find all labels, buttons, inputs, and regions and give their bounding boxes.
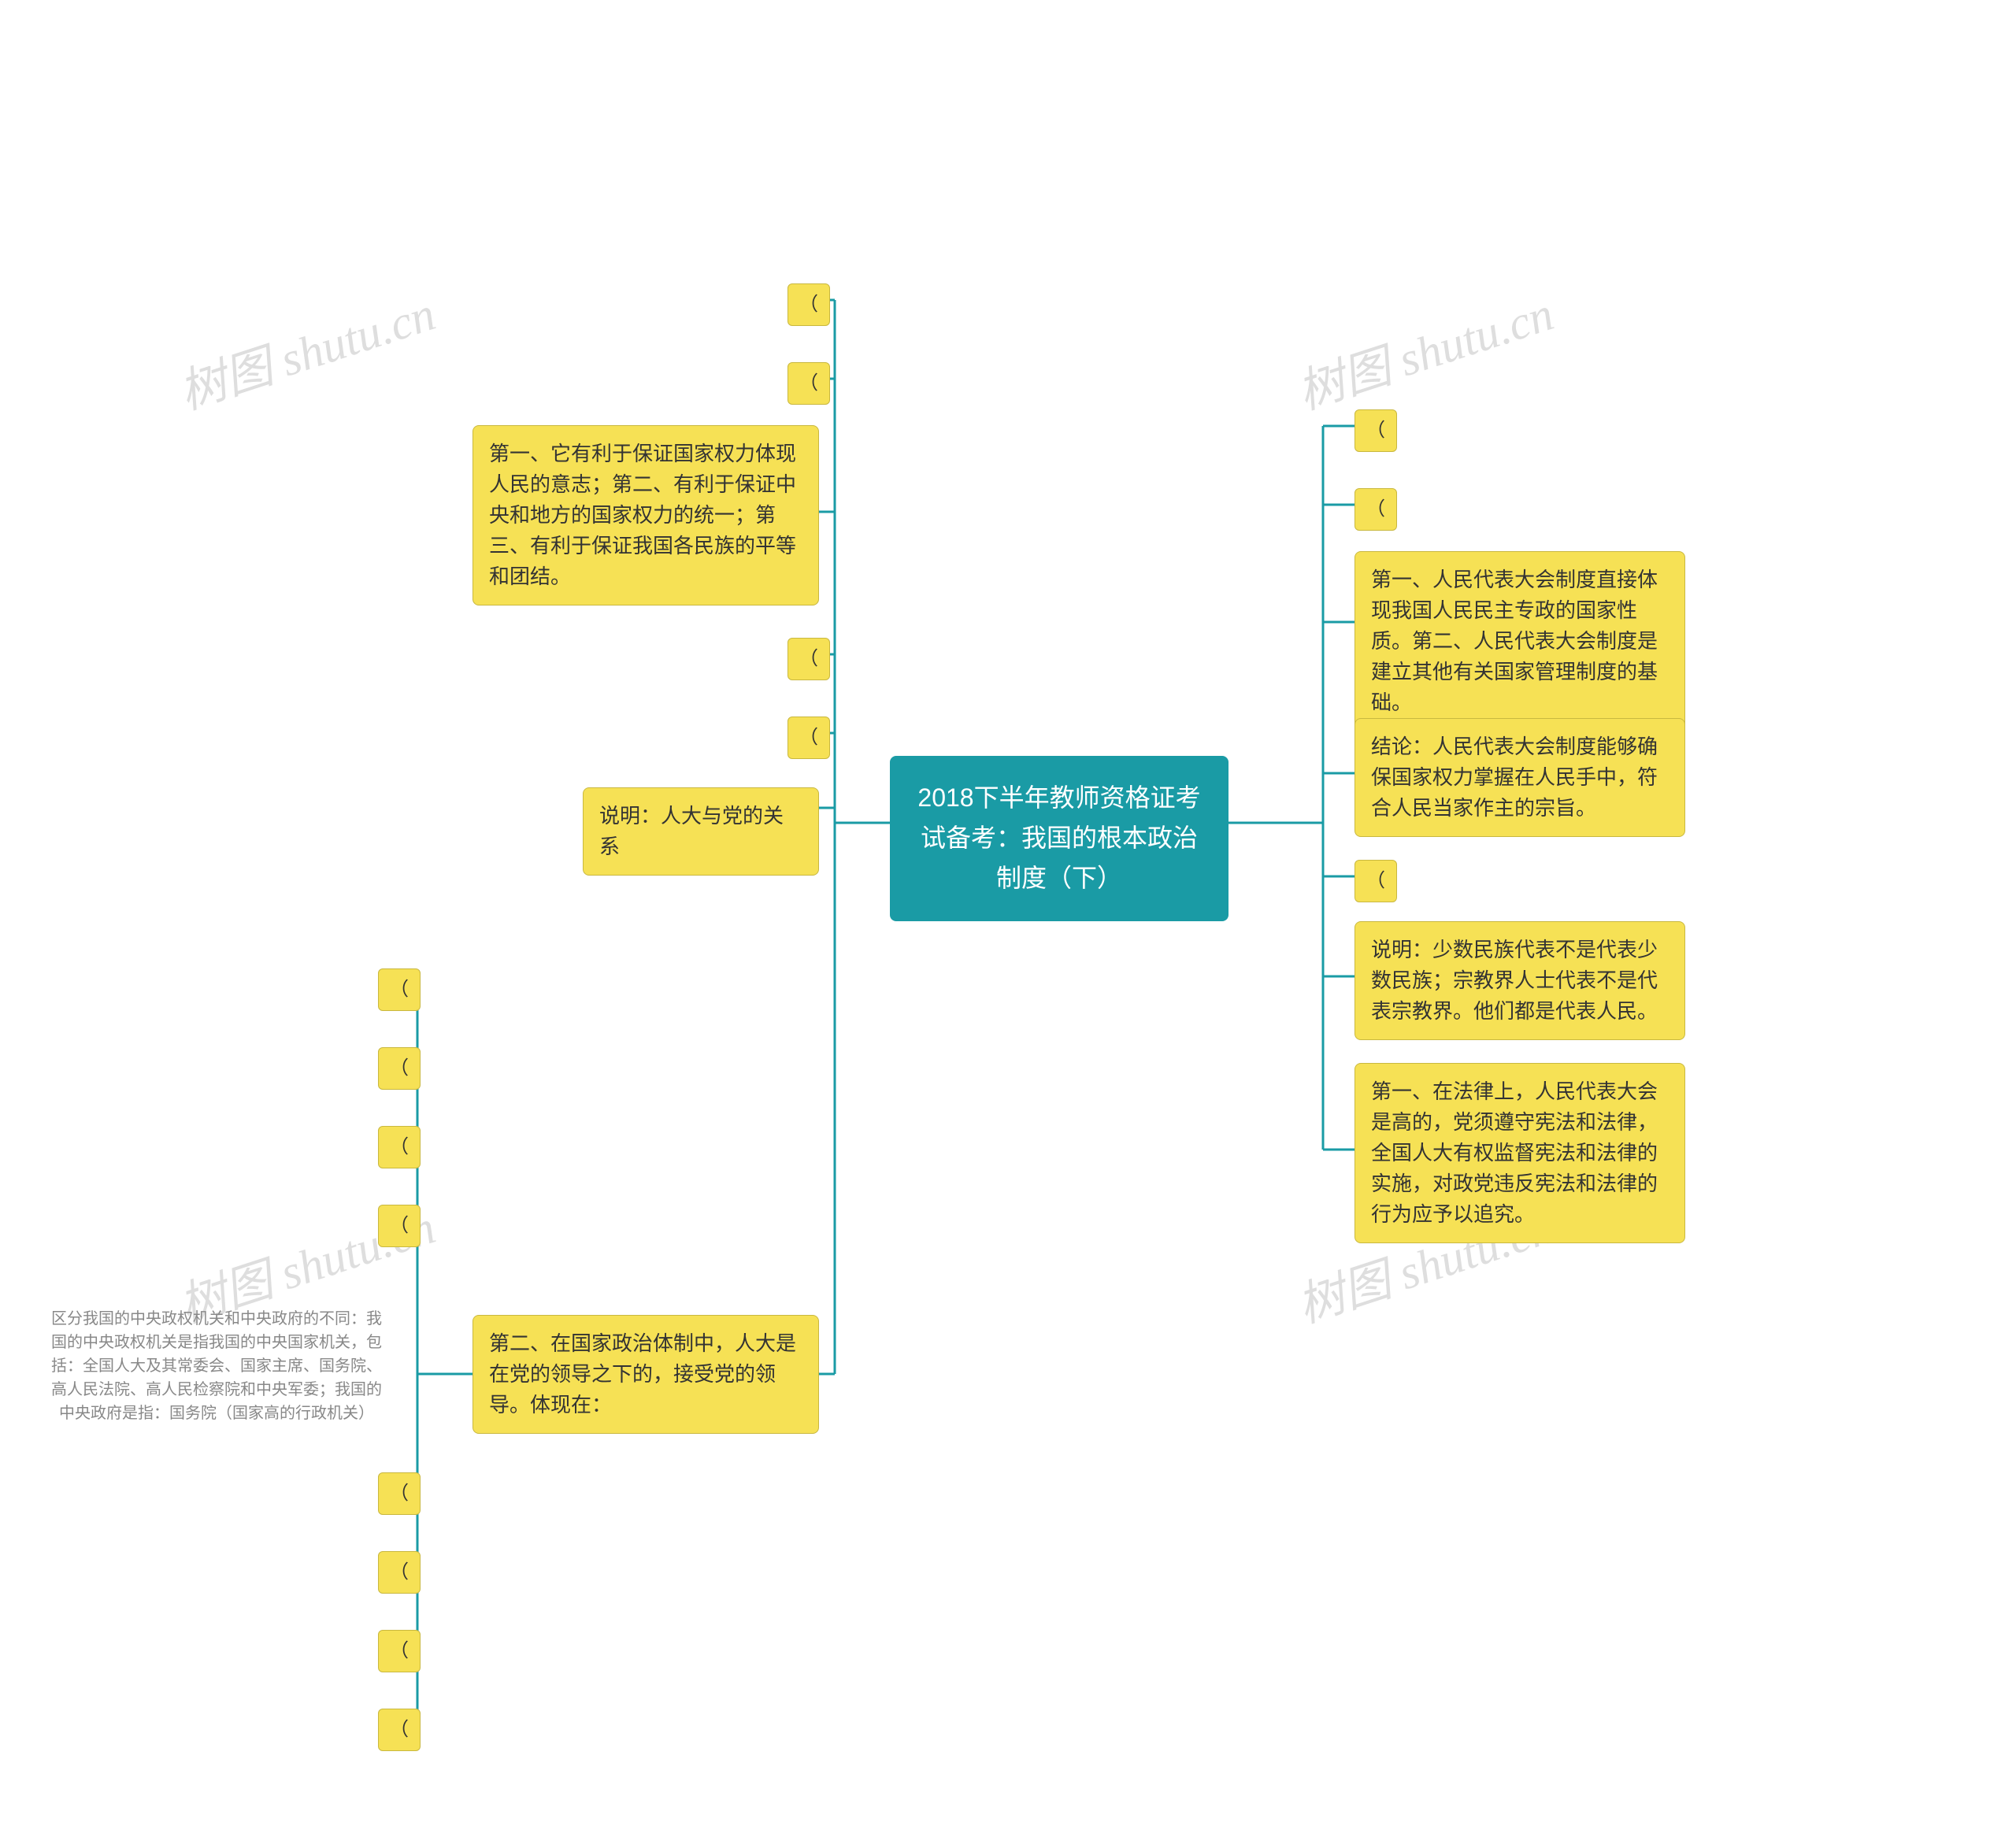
left-node-3[interactable]: 第一、它有利于保证国家权力体现人民的意志；第二、有利于保证中央和地方的国家权力的… [472, 425, 819, 605]
left-node-5[interactable]: （ [788, 717, 830, 759]
right-node-6[interactable]: 说明：少数民族代表不是代表少数民族；宗教界人士代表不是代表宗教界。他们都是代表人… [1354, 921, 1685, 1040]
sub-node-2[interactable]: （ [378, 1047, 421, 1090]
left-node-2[interactable]: （ [788, 362, 830, 405]
sub-node-7[interactable]: （ [378, 1630, 421, 1672]
sub-node-4[interactable]: （ [378, 1205, 421, 1247]
sub-node-5[interactable]: （ [378, 1472, 421, 1515]
right-node-7[interactable]: 第一、在法律上，人民代表大会是高的，党须遵守宪法和法律，全国人大有权监督宪法和法… [1354, 1063, 1685, 1243]
sub-node-1[interactable]: （ [378, 968, 421, 1011]
right-node-1[interactable]: （ [1354, 409, 1397, 452]
watermark: 树图 shutu.cn [1288, 276, 1561, 423]
left-node-6[interactable]: 说明：人大与党的关系 [583, 787, 819, 876]
watermark: 树图 shutu.cn [169, 276, 443, 423]
right-node-4[interactable]: 结论：人民代表大会制度能够确保国家权力掌握在人民手中，符合人民当家作主的宗旨。 [1354, 718, 1685, 837]
footnote: 区分我国的中央政权机关和中央政府的不同：我国的中央政权机关是指我国的中央国家机关… [47, 1307, 386, 1425]
sub-node-3[interactable]: （ [378, 1126, 421, 1168]
right-node-2[interactable]: （ [1354, 488, 1397, 531]
sub-node-6[interactable]: （ [378, 1551, 421, 1594]
root-label: 2018下半年教师资格证考 试备考：我国的根本政治 制度（下） [917, 783, 1200, 892]
right-node-5[interactable]: （ [1354, 860, 1397, 902]
sub-node-8[interactable]: （ [378, 1709, 421, 1751]
mindmap-canvas: 树图 shutu.cn 树图 shutu.cn 树图 shutu.cn 树图 s… [0, 0, 2016, 1833]
left-node-7[interactable]: 第二、在国家政治体制中，人大是在党的领导之下的，接受党的领导。体现在： [472, 1315, 819, 1434]
left-node-4[interactable]: （ [788, 638, 830, 680]
root-node[interactable]: 2018下半年教师资格证考 试备考：我国的根本政治 制度（下） [890, 756, 1228, 921]
left-node-1[interactable]: （ [788, 283, 830, 326]
right-node-3[interactable]: 第一、人民代表大会制度直接体现我国人民民主专政的国家性质。第二、人民代表大会制度… [1354, 551, 1685, 731]
